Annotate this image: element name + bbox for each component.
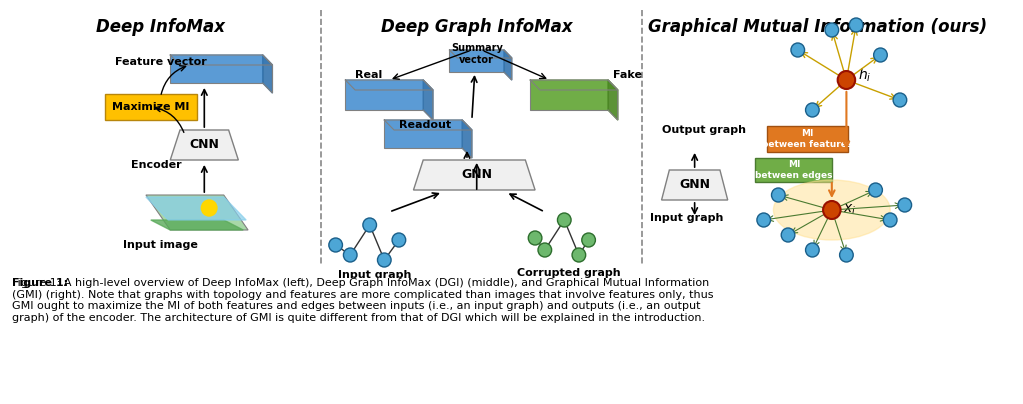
- Circle shape: [840, 248, 853, 262]
- Ellipse shape: [773, 180, 890, 240]
- Circle shape: [202, 200, 217, 216]
- Text: GNN: GNN: [461, 168, 492, 181]
- Text: $h_i$: $h_i$: [858, 66, 872, 84]
- Text: Encoder: Encoder: [131, 160, 182, 170]
- Text: Deep Graph InfoMax: Deep Graph InfoMax: [381, 18, 573, 36]
- Text: Input graph: Input graph: [338, 270, 411, 280]
- FancyBboxPatch shape: [385, 120, 462, 148]
- Polygon shape: [346, 80, 433, 90]
- Circle shape: [849, 18, 863, 32]
- FancyBboxPatch shape: [755, 158, 832, 182]
- Circle shape: [791, 43, 804, 57]
- Circle shape: [363, 218, 376, 232]
- Circle shape: [805, 103, 819, 117]
- Text: Output graph: Output graph: [662, 125, 746, 135]
- Circle shape: [884, 213, 897, 227]
- Text: Figure 1: A high-level overview of Deep InfoMax (left), Deep Graph InfoMax (DGI): Figure 1: A high-level overview of Deep …: [11, 278, 713, 323]
- Polygon shape: [462, 120, 472, 158]
- FancyBboxPatch shape: [449, 50, 504, 72]
- Text: CNN: CNN: [189, 139, 219, 152]
- Text: Readout: Readout: [399, 120, 451, 130]
- Polygon shape: [385, 120, 472, 130]
- Polygon shape: [146, 197, 247, 220]
- Polygon shape: [150, 220, 243, 230]
- Circle shape: [874, 48, 887, 62]
- Circle shape: [572, 248, 586, 262]
- Polygon shape: [413, 160, 535, 190]
- Text: Deep InfoMax: Deep InfoMax: [96, 18, 225, 36]
- Text: $x_i$: $x_i$: [844, 203, 856, 217]
- Circle shape: [582, 233, 595, 247]
- FancyBboxPatch shape: [346, 80, 424, 110]
- Circle shape: [392, 233, 406, 247]
- Circle shape: [869, 183, 883, 197]
- Circle shape: [805, 243, 819, 257]
- Circle shape: [771, 188, 785, 202]
- Text: Fake: Fake: [613, 70, 641, 80]
- Circle shape: [824, 201, 841, 219]
- Text: Corrupted graph: Corrupted graph: [518, 268, 621, 278]
- FancyBboxPatch shape: [530, 80, 608, 110]
- FancyBboxPatch shape: [170, 55, 263, 83]
- Text: MI
between edges: MI between edges: [755, 160, 833, 180]
- Text: Input image: Input image: [123, 240, 198, 250]
- Polygon shape: [424, 80, 433, 120]
- FancyBboxPatch shape: [766, 126, 848, 152]
- Text: GNN: GNN: [679, 179, 710, 191]
- Polygon shape: [146, 195, 249, 230]
- Text: MI
between features: MI between features: [762, 129, 852, 149]
- Circle shape: [893, 93, 906, 107]
- Polygon shape: [263, 55, 272, 93]
- Polygon shape: [504, 50, 512, 80]
- Circle shape: [838, 71, 855, 89]
- Circle shape: [558, 213, 571, 227]
- Text: Feature vector: Feature vector: [115, 57, 207, 67]
- Circle shape: [757, 213, 770, 227]
- Circle shape: [377, 253, 391, 267]
- Text: Summary
vector: Summary vector: [451, 43, 502, 65]
- Text: Maximize MI: Maximize MI: [113, 102, 189, 112]
- Text: Figure 1:: Figure 1:: [11, 278, 68, 288]
- Circle shape: [528, 231, 542, 245]
- Polygon shape: [449, 50, 512, 58]
- Polygon shape: [170, 55, 272, 65]
- Circle shape: [328, 238, 343, 252]
- Circle shape: [538, 243, 551, 257]
- Text: Input graph: Input graph: [650, 213, 723, 223]
- Circle shape: [898, 198, 911, 212]
- Polygon shape: [608, 80, 618, 120]
- Circle shape: [782, 228, 795, 242]
- Polygon shape: [170, 130, 238, 160]
- Circle shape: [825, 23, 839, 37]
- Polygon shape: [530, 80, 618, 90]
- Polygon shape: [662, 170, 727, 200]
- Text: Graphical Mutual Information (ours): Graphical Mutual Information (ours): [648, 18, 987, 36]
- FancyBboxPatch shape: [105, 94, 196, 120]
- Text: Real: Real: [355, 70, 383, 80]
- Circle shape: [344, 248, 357, 262]
